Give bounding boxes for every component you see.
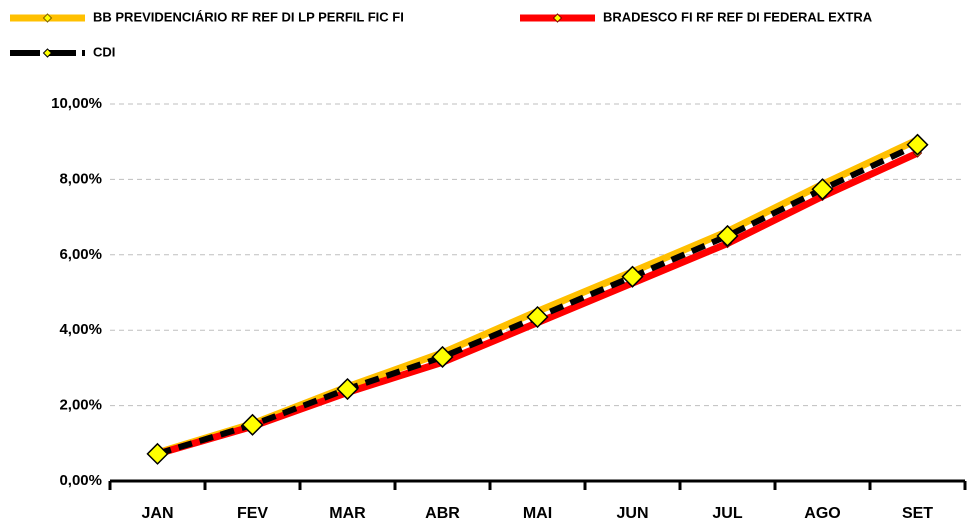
legend-label: CDI — [93, 44, 115, 59]
marker — [906, 133, 929, 156]
x-tick-label: FEV — [237, 505, 268, 522]
y-tick-label: 8,00% — [59, 170, 102, 187]
x-tick-label: AGO — [804, 505, 840, 522]
marker — [431, 345, 454, 369]
marker — [241, 413, 264, 436]
marker — [526, 305, 549, 329]
y-tick-label: 2,00% — [59, 397, 102, 414]
marker — [811, 178, 834, 201]
legend-label: BRADESCO FI RF REF DI FEDERAL EXTRA — [603, 9, 873, 24]
x-tick-label: JAN — [141, 505, 173, 522]
x-tick-label: SET — [902, 505, 933, 522]
x-tick-label: JUN — [616, 505, 648, 522]
x-tick-label: JUL — [712, 505, 742, 522]
marker — [336, 377, 359, 401]
y-tick-label: 10,00% — [51, 95, 102, 112]
legend-marker — [552, 13, 563, 23]
x-tick-label: ABR — [425, 505, 460, 522]
marker — [716, 224, 739, 248]
legend-marker — [42, 13, 53, 23]
x-tick-label: MAR — [329, 505, 366, 522]
marker — [621, 265, 644, 288]
y-tick-label: 0,00% — [59, 472, 102, 489]
y-tick-label: 6,00% — [59, 246, 102, 263]
legend-marker — [42, 48, 53, 58]
marker — [146, 442, 169, 465]
x-tick-label: MAI — [523, 505, 552, 522]
legend-label: BB PREVIDENCIÁRIO RF REF DI LP PERFIL FI… — [93, 9, 404, 24]
y-tick-label: 4,00% — [59, 321, 102, 338]
